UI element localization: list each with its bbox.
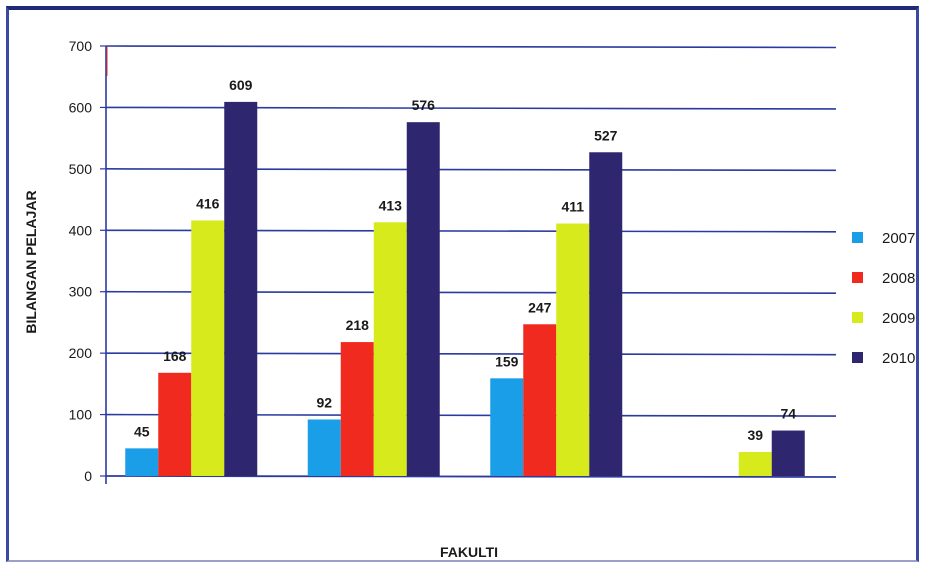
legend-swatch: [852, 352, 863, 363]
data-label-2008: 247: [528, 299, 552, 315]
legend-label: 2010: [882, 350, 915, 367]
y-tick-label: 600: [69, 99, 93, 115]
x-axis-line: [105, 475, 837, 478]
data-label-2010: 527: [594, 127, 618, 143]
bar-2010: [224, 101, 258, 477]
bar-2009: [556, 223, 590, 476]
y-tick-labels: 0 100 200 300 400 500 600 700: [69, 38, 93, 484]
legend-label: 2008: [882, 270, 915, 287]
data-label-2010: 576: [412, 97, 436, 113]
gridline: [105, 168, 837, 172]
data-label-2008: 218: [346, 317, 370, 333]
data-labels: 45 92 159 168 218 247 416 413 411 39 609 576 527 74: [134, 77, 796, 443]
legend-swatch: [852, 272, 863, 283]
data-label-2007: 92: [316, 394, 332, 410]
data-label-2009: 411: [561, 199, 584, 215]
bar-2010: [406, 122, 440, 477]
gridline: [105, 45, 837, 49]
y-tick-label: 500: [69, 161, 93, 177]
y-tick-label: 200: [69, 345, 93, 361]
y-tick-label: 400: [69, 222, 93, 238]
legend-swatch: [852, 312, 863, 323]
bar-2008: [340, 342, 374, 476]
bar-2008: [523, 324, 557, 476]
y-tick-label: 100: [69, 407, 93, 423]
legend: 2007 2008 2009 2010: [852, 230, 915, 367]
data-label-2007: 45: [134, 423, 150, 439]
legend-swatch: [852, 232, 863, 243]
axes: [100, 45, 837, 484]
y-tick-label: 700: [69, 38, 93, 54]
y-tick-label: 300: [69, 284, 93, 300]
bar-2009: [738, 452, 772, 476]
data-label-2009: 413: [379, 197, 403, 213]
y-tick-label: 0: [84, 468, 92, 484]
bar-2009: [191, 220, 225, 476]
data-label-2007: 159: [495, 353, 519, 369]
bars: [125, 101, 805, 477]
gridline: [105, 106, 837, 110]
bar-2007: [125, 448, 159, 476]
data-label-2010: 74: [780, 406, 796, 422]
legend-label: 2007: [882, 230, 915, 247]
bar-2007: [490, 378, 524, 476]
bar-2008: [158, 372, 192, 476]
bar-2010: [771, 430, 805, 476]
data-label-2009: 416: [196, 195, 220, 211]
legend-label: 2009: [882, 310, 915, 327]
y-axis-title: BILANGAN PELAJAR: [23, 190, 39, 333]
bar-2009: [373, 222, 407, 476]
data-label-2008: 168: [163, 348, 187, 364]
bar-2010: [589, 152, 623, 476]
bar-2007: [307, 419, 341, 476]
data-label-2009: 39: [747, 427, 763, 443]
x-axis-title: FAKULTI: [440, 544, 498, 560]
data-label-2010: 609: [229, 77, 253, 93]
